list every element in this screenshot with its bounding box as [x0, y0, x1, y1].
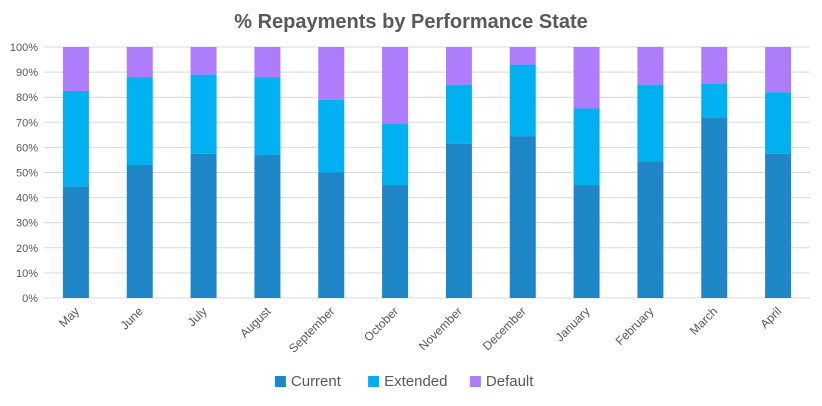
x-axis: May June July August September October Novembe…: [56, 304, 784, 356]
legend-swatch-default: [469, 376, 481, 387]
legend-swatch-extended: [368, 376, 380, 387]
y-tick-label: 50%: [16, 168, 38, 180]
x-tick-label: July: [185, 304, 210, 329]
bars: [62, 47, 792, 298]
bar-segment-default: [701, 47, 728, 84]
legend: Current Extended Default: [274, 373, 534, 390]
bar-segment-extended: [382, 123, 409, 186]
legend-swatch-current: [274, 376, 286, 387]
bar-segment-current: [126, 164, 153, 298]
bar-segment-current: [62, 186, 89, 298]
bar-segment-default: [62, 47, 89, 91]
legend-label-extended: Extended: [384, 373, 447, 390]
bar-segment-current: [637, 161, 664, 298]
bar-segment-extended: [509, 64, 536, 137]
bar-segment-current: [382, 185, 409, 298]
x-tick-label: October: [361, 304, 401, 344]
bar-segment-current: [509, 136, 536, 298]
x-tick-label: August: [237, 304, 274, 341]
bar-segment-default: [190, 47, 217, 75]
x-tick-label: February: [613, 304, 657, 348]
bar-segment-current: [765, 153, 792, 298]
grid-lines: [44, 46, 810, 299]
bar-segment-extended: [318, 99, 345, 173]
bar-segment-default: [318, 47, 345, 100]
x-tick-label: November: [416, 304, 465, 353]
x-tick-label: March: [687, 304, 720, 337]
bar-segment-default: [509, 47, 536, 65]
y-tick-label: 0%: [22, 293, 38, 305]
bar-segment-current: [190, 153, 217, 298]
bar-segment-extended: [573, 108, 600, 186]
chart-title: % Repayments by Performance State: [234, 11, 587, 33]
bar-segment-current: [573, 185, 600, 298]
x-tick-label: April: [757, 304, 784, 331]
x-tick-label: January: [553, 304, 593, 344]
x-tick-label: September: [286, 304, 337, 355]
x-tick-label: May: [56, 304, 82, 330]
bar-segment-extended: [254, 77, 281, 155]
y-tick-label: 80%: [16, 92, 38, 104]
bar-segment-default: [126, 47, 153, 78]
bar-segment-current: [445, 143, 472, 298]
bar-segment-current: [701, 117, 728, 298]
bar-segment-extended: [701, 83, 728, 118]
y-tick-label: 70%: [16, 117, 38, 129]
bar-segment-default: [637, 47, 664, 85]
x-tick-label: June: [118, 304, 147, 333]
bar-segment-extended: [126, 77, 153, 165]
legend-label-default: Default: [486, 373, 534, 390]
bar-segment-extended: [765, 92, 792, 154]
x-tick-label: December: [480, 304, 529, 353]
y-axis: 0% 10% 20% 30% 40% 50% 60% 70% 80% 90% 100%: [10, 42, 38, 305]
y-tick-label: 10%: [16, 268, 38, 280]
bar-segment-extended: [445, 84, 472, 144]
y-tick-label: 100%: [10, 42, 38, 54]
bar-segment-default: [573, 47, 600, 109]
bar-segment-extended: [637, 84, 664, 162]
bar-segment-default: [382, 47, 409, 124]
y-tick-label: 60%: [16, 142, 38, 154]
y-tick-label: 90%: [16, 67, 38, 79]
bar-segment-extended: [190, 74, 217, 154]
bar-segment-extended: [62, 90, 89, 187]
bar-segment-default: [765, 47, 792, 93]
bar-segment-default: [254, 47, 281, 78]
bar-segment-current: [254, 154, 281, 298]
legend-label-current: Current: [291, 373, 342, 390]
y-tick-label: 40%: [16, 193, 38, 205]
bar-segment-current: [318, 172, 345, 298]
y-tick-label: 30%: [16, 218, 38, 230]
y-tick-label: 20%: [16, 243, 38, 255]
bar-segment-default: [445, 47, 472, 85]
